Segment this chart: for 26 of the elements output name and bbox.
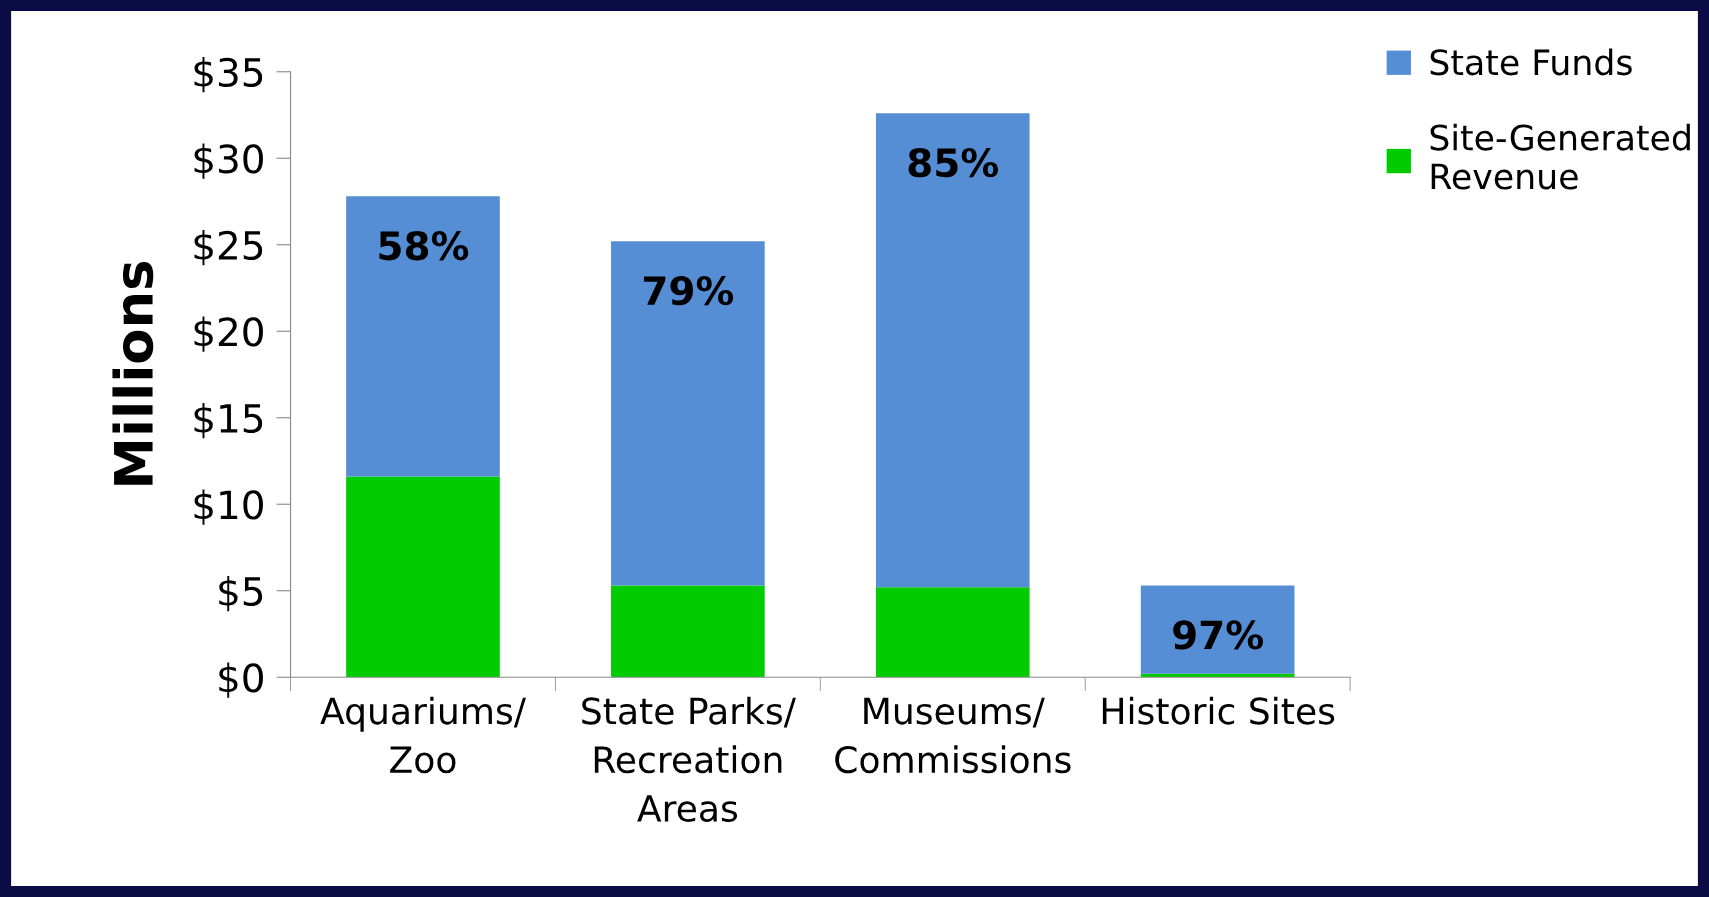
y-tick-label: $20 <box>194 316 263 352</box>
x-tick-label: State Parks/ Recreation Areas <box>582 696 796 822</box>
bar <box>1140 585 1295 674</box>
bar <box>346 476 500 678</box>
annotation: 79% <box>643 275 734 306</box>
y-tick-label: $10 <box>194 489 263 525</box>
bar <box>611 241 765 586</box>
y-tick-label: $5 <box>219 575 263 612</box>
bar <box>611 585 765 678</box>
x-tick-label: Historic Sites <box>1102 696 1335 725</box>
y-tick-label: $0 <box>219 662 263 698</box>
annotation: 85% <box>908 147 999 178</box>
annotation: 97% <box>1173 620 1263 650</box>
legend-label: State Funds <box>1430 48 1632 76</box>
y-tick-label: $30 <box>194 143 263 179</box>
y-tick-label: $25 <box>194 229 263 266</box>
annotation: 58% <box>379 230 469 261</box>
bar <box>875 113 1030 588</box>
x-tick-label: Aquariums/ Zoo <box>320 696 526 774</box>
bar <box>875 587 1030 678</box>
y-axis-title: Millions <box>112 261 154 485</box>
x-tick-label: Museums/ Commissions <box>835 697 1071 774</box>
y-tick-label: $15 <box>194 402 263 439</box>
legend-label: Site-Generated Revenue <box>1430 123 1690 190</box>
y-tick-label: $35 <box>194 56 263 93</box>
bar <box>346 196 500 477</box>
